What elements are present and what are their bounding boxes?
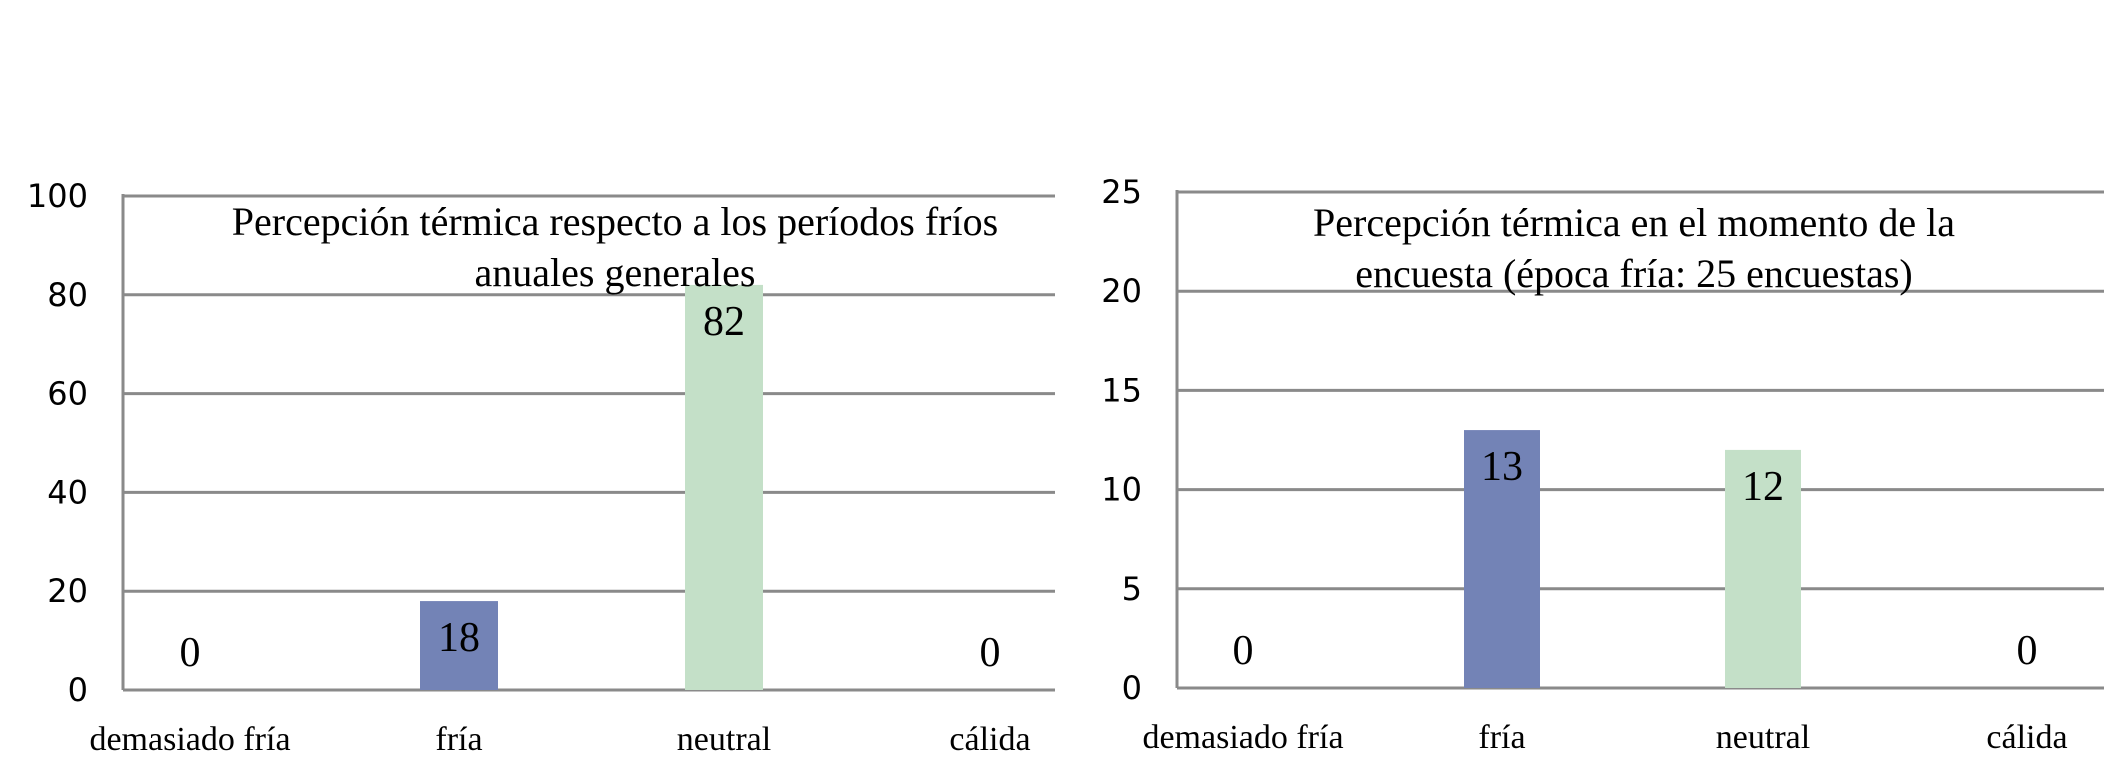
data-label: 82 xyxy=(703,299,745,345)
x-tick-label: cálida xyxy=(949,721,1030,758)
y-tick-label: 20 xyxy=(47,572,88,610)
y-tick-label: 0 xyxy=(1122,669,1142,707)
data-label: 12 xyxy=(1742,464,1784,510)
data-label: 0 xyxy=(180,630,201,676)
x-tick-label: fría xyxy=(435,721,482,758)
y-tick-label: 80 xyxy=(47,276,88,314)
x-tick-label: demasiado fría xyxy=(1142,719,1343,756)
y-tick-label: 40 xyxy=(47,473,88,511)
y-tick-label: 5 xyxy=(1122,570,1142,608)
chart-title-line: Percepción térmica respecto a los períod… xyxy=(232,199,998,244)
y-tick-label: 15 xyxy=(1101,371,1142,409)
data-label: 0 xyxy=(2017,628,2038,674)
data-label: 0 xyxy=(1233,628,1254,674)
x-tick-label: demasiado fría xyxy=(89,721,290,758)
y-tick-label: 60 xyxy=(47,375,88,413)
bar-neutral xyxy=(1725,449,1801,688)
chart-title-line: anuales generales xyxy=(475,250,756,295)
data-label: 18 xyxy=(438,615,480,661)
x-tick-label: neutral xyxy=(1716,719,1810,756)
x-tick-label: cálida xyxy=(1986,719,2067,756)
bar-neutral xyxy=(685,284,763,690)
y-tick-label: 20 xyxy=(1101,272,1142,310)
chart-title-line: Percepción térmica en el momento de la xyxy=(1313,200,1955,245)
y-tick-label: 0 xyxy=(68,671,88,709)
chart-title-line: encuesta (época fría: 25 encuestas) xyxy=(1355,251,1912,296)
y-tick-label: 100 xyxy=(27,177,88,215)
x-tick-label: fría xyxy=(1478,719,1525,756)
y-tick-label: 10 xyxy=(1101,471,1142,509)
data-label: 13 xyxy=(1481,444,1523,490)
bar-fría xyxy=(420,601,498,690)
bar-fría xyxy=(1464,430,1540,688)
data-label: 0 xyxy=(980,630,1001,676)
x-tick-label: neutral xyxy=(677,721,771,758)
y-tick-label: 25 xyxy=(1101,173,1142,211)
